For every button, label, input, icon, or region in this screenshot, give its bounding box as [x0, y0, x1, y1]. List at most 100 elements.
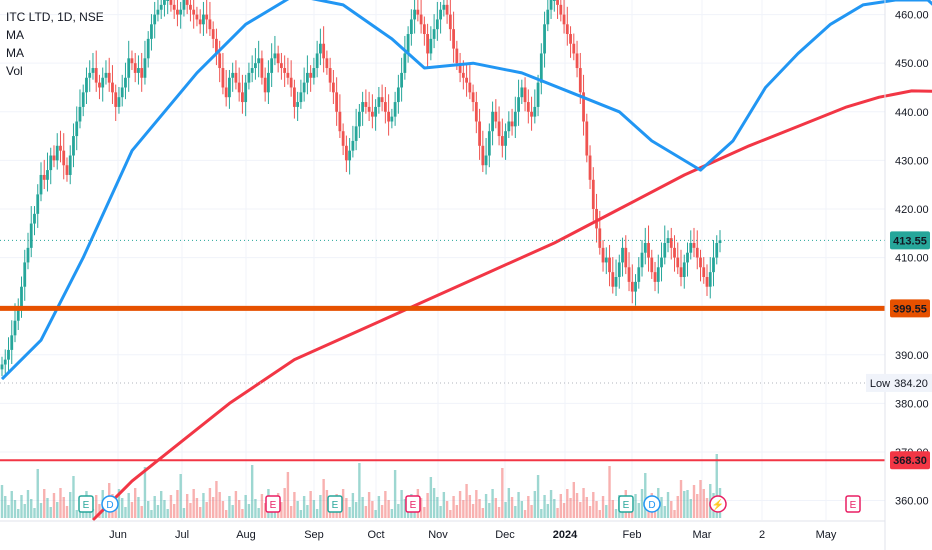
- volume-bar: [406, 508, 410, 518]
- candle-body: [166, 0, 170, 1]
- legend-ma-1[interactable]: MA: [6, 28, 24, 42]
- volume-bar: [341, 489, 345, 518]
- candle-body: [283, 68, 287, 73]
- volume-bar: [221, 501, 225, 518]
- volume-bar: [540, 509, 543, 518]
- candle-body: [318, 43, 322, 54]
- volume-bar: [471, 504, 475, 518]
- candle-body: [325, 58, 329, 69]
- volume-bar: [530, 505, 533, 518]
- volume-bar: [426, 493, 429, 518]
- y-tick-label: 450.00: [895, 58, 929, 70]
- candle-body: [23, 262, 27, 287]
- earnings-marker[interactable]: [618, 495, 634, 513]
- candle-body: [55, 145, 59, 161]
- candle-body: [708, 272, 712, 287]
- candle-body: [218, 53, 222, 69]
- volume-bar: [442, 492, 446, 518]
- volume-bar: [52, 493, 56, 518]
- volume-bar: [325, 490, 329, 518]
- volume-bar: [364, 506, 368, 518]
- volume-bar: [283, 488, 286, 518]
- candle-body: [247, 72, 251, 83]
- split-marker[interactable]: [709, 495, 727, 513]
- volume-bar: [569, 498, 572, 518]
- candle-body: [143, 58, 147, 78]
- volume-bar: [699, 480, 702, 518]
- volume-bar: [679, 480, 683, 518]
- volume-bar: [488, 503, 491, 518]
- candle-body: [692, 242, 696, 248]
- candle-body: [296, 102, 300, 107]
- candle-body: [588, 155, 592, 180]
- candle-body: [267, 72, 270, 93]
- volume-bar: [468, 495, 472, 518]
- candle-body: [176, 9, 179, 15]
- volume-bar: [501, 468, 504, 518]
- volume-bar: [403, 499, 407, 518]
- volume-bar: [10, 491, 13, 518]
- volume-bar: [455, 505, 459, 518]
- candle-body: [481, 145, 485, 166]
- candle-body: [127, 58, 131, 78]
- candle-body: [81, 92, 85, 107]
- volume-bar: [137, 497, 140, 518]
- candle-body: [601, 247, 605, 263]
- volume-bar: [533, 491, 537, 518]
- candle-body: [634, 281, 637, 292]
- volume-bar: [605, 505, 608, 518]
- earnings-marker[interactable]: [78, 495, 94, 513]
- volume-bar: [637, 503, 640, 518]
- volume-bar: [91, 509, 95, 518]
- candle-body: [351, 140, 355, 151]
- dividend-marker[interactable]: [101, 495, 119, 513]
- candle-body: [140, 68, 144, 78]
- candle-body: [565, 24, 569, 35]
- candle-body: [344, 145, 348, 161]
- volume-bar: [553, 499, 556, 518]
- volume-bar: [572, 482, 576, 518]
- candle-body: [237, 82, 241, 93]
- y-tick-label: 430.00: [895, 155, 929, 167]
- candle-body: [20, 286, 23, 307]
- candle-body: [598, 228, 602, 248]
- candle-body: [198, 19, 202, 25]
- candle-body: [331, 82, 335, 93]
- earnings-marker[interactable]: [327, 495, 343, 513]
- red-level-tag-bg: [890, 451, 930, 470]
- legend-ma-2[interactable]: MA: [6, 46, 24, 60]
- volume-bar: [371, 501, 374, 518]
- candle-body: [16, 306, 20, 321]
- y-tick-label: 380.00: [895, 398, 929, 410]
- x-tick-label: Jun: [109, 529, 127, 541]
- volume-bar: [17, 509, 20, 518]
- volume-bar: [228, 496, 231, 518]
- candle-body: [254, 63, 257, 69]
- volume-bar: [69, 492, 72, 518]
- candle-body: [559, 4, 563, 15]
- dividend-marker[interactable]: [643, 495, 661, 513]
- volume-bar: [397, 504, 400, 518]
- volume-bar: [306, 505, 309, 518]
- candle-body: [712, 257, 715, 273]
- candle-body: [195, 14, 199, 20]
- earnings-marker[interactable]: [845, 495, 861, 513]
- candle-body: [250, 68, 254, 73]
- y-tick-label: 420.00: [895, 204, 929, 216]
- legend-volume[interactable]: Vol: [6, 64, 23, 78]
- volume-bar: [33, 508, 36, 518]
- volume-bar: [439, 506, 442, 518]
- candle-body: [426, 34, 430, 54]
- volume-bar: [189, 503, 192, 518]
- volume-bar: [497, 507, 501, 518]
- candle-body: [669, 238, 673, 248]
- volume-bar: [592, 492, 595, 518]
- volume-bar: [465, 484, 468, 518]
- x-tick-label: 2024: [553, 529, 578, 541]
- earnings-marker[interactable]: [405, 495, 421, 513]
- legend-symbol[interactable]: ITC LTD, 1D, NSE: [6, 10, 104, 24]
- earnings-marker[interactable]: [265, 495, 281, 513]
- volume-bar: [172, 504, 176, 518]
- candle-body: [552, 0, 556, 1]
